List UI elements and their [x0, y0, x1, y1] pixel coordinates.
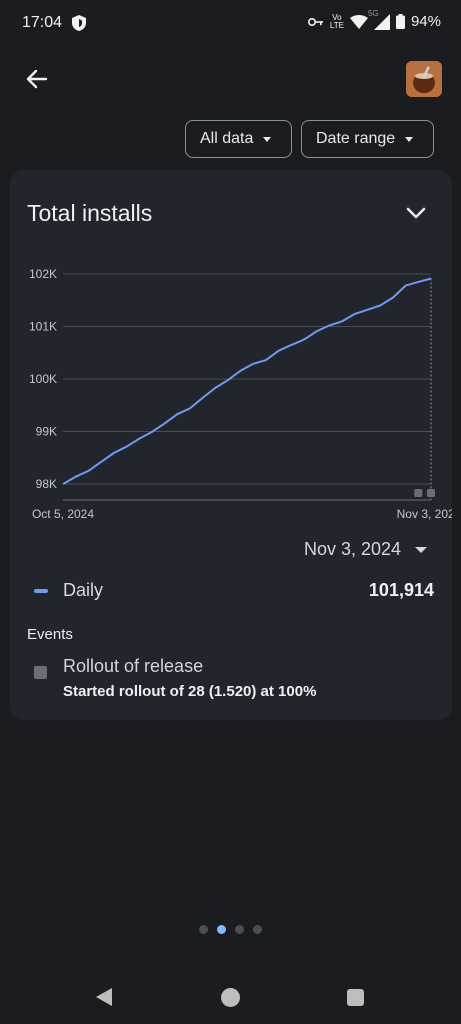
key-icon — [307, 17, 324, 27]
battery-icon — [395, 14, 405, 29]
y-tick-label: 99K — [36, 425, 57, 439]
date-selector[interactable]: Nov 3, 2024 — [304, 539, 428, 560]
legend-swatch — [34, 589, 48, 593]
system-navbar — [0, 970, 461, 1024]
nav-recents-icon[interactable] — [347, 989, 364, 1006]
status-time: 17:04 — [22, 14, 63, 31]
y-tick-label: 101K — [29, 320, 57, 334]
date-range-filter[interactable]: Date range — [301, 120, 434, 158]
signal-strength-icon: 5G — [368, 9, 390, 30]
page-dot[interactable] — [253, 925, 262, 934]
arrow-left-icon — [26, 69, 48, 89]
y-tick-label: 102K — [29, 267, 57, 281]
volte-bottom: LTE — [329, 20, 344, 30]
nav-back-icon[interactable] — [94, 987, 114, 1012]
total-installs-card: Total installs — [10, 170, 452, 720]
all-data-filter-label: All data — [200, 130, 254, 147]
app-logo-icon[interactable] — [406, 61, 442, 97]
legend-label: Daily — [63, 580, 104, 600]
legend-value: 101,914 — [368, 580, 434, 600]
series-line-daily[interactable] — [62, 277, 432, 485]
page-dot[interactable] — [235, 925, 244, 934]
y-tick-label: 98K — [36, 477, 57, 491]
events-title: Events — [27, 626, 73, 643]
x-tick-label: Nov 3, 2024 — [397, 507, 452, 521]
status-icons: Vo LTE 5G 94% — [307, 9, 441, 30]
chevron-down-icon — [406, 207, 426, 219]
legend-row: Daily 101,914 — [34, 578, 434, 604]
event-description: Started rollout of 28 (1.520) at 100% — [63, 683, 317, 700]
date-range-filter-label: Date range — [316, 130, 396, 147]
network-type: 5G — [367, 8, 379, 18]
event-marker[interactable] — [427, 489, 435, 497]
page-dot[interactable] — [217, 925, 226, 934]
dropdown-caret-icon — [415, 546, 428, 553]
wifi-icon — [349, 14, 368, 29]
dropdown-caret-icon — [263, 136, 272, 142]
dropdown-caret-icon — [405, 136, 414, 142]
installs-line-chart[interactable]: 98K 99K 100K 101K 102K Oct 5, 2024 Nov 3, 2024 — [10, 250, 452, 530]
collapse-button[interactable] — [403, 200, 429, 226]
battery-percent: 94% — [410, 13, 441, 30]
card-title: Total installs — [27, 200, 153, 226]
event-marker[interactable] — [414, 489, 423, 497]
event-name: Rollout of release — [63, 656, 204, 676]
status-bar: 17:04 Vo LTE 5G 94% — [0, 0, 461, 48]
selected-date: Nov 3, 2024 — [304, 539, 402, 559]
x-tick-label: Oct 5, 2024 — [32, 507, 94, 521]
event-marker-icon — [34, 666, 47, 679]
y-tick-label: 100K — [29, 372, 57, 386]
page-indicator — [199, 925, 262, 934]
all-data-filter[interactable]: All data — [185, 120, 292, 158]
volte-top: Vo — [332, 12, 342, 22]
back-button[interactable] — [22, 64, 52, 94]
page-dot[interactable] — [199, 925, 208, 934]
volte-icon: Vo LTE — [329, 12, 344, 30]
shield-icon — [72, 15, 86, 36]
nav-home-icon[interactable] — [221, 988, 240, 1007]
